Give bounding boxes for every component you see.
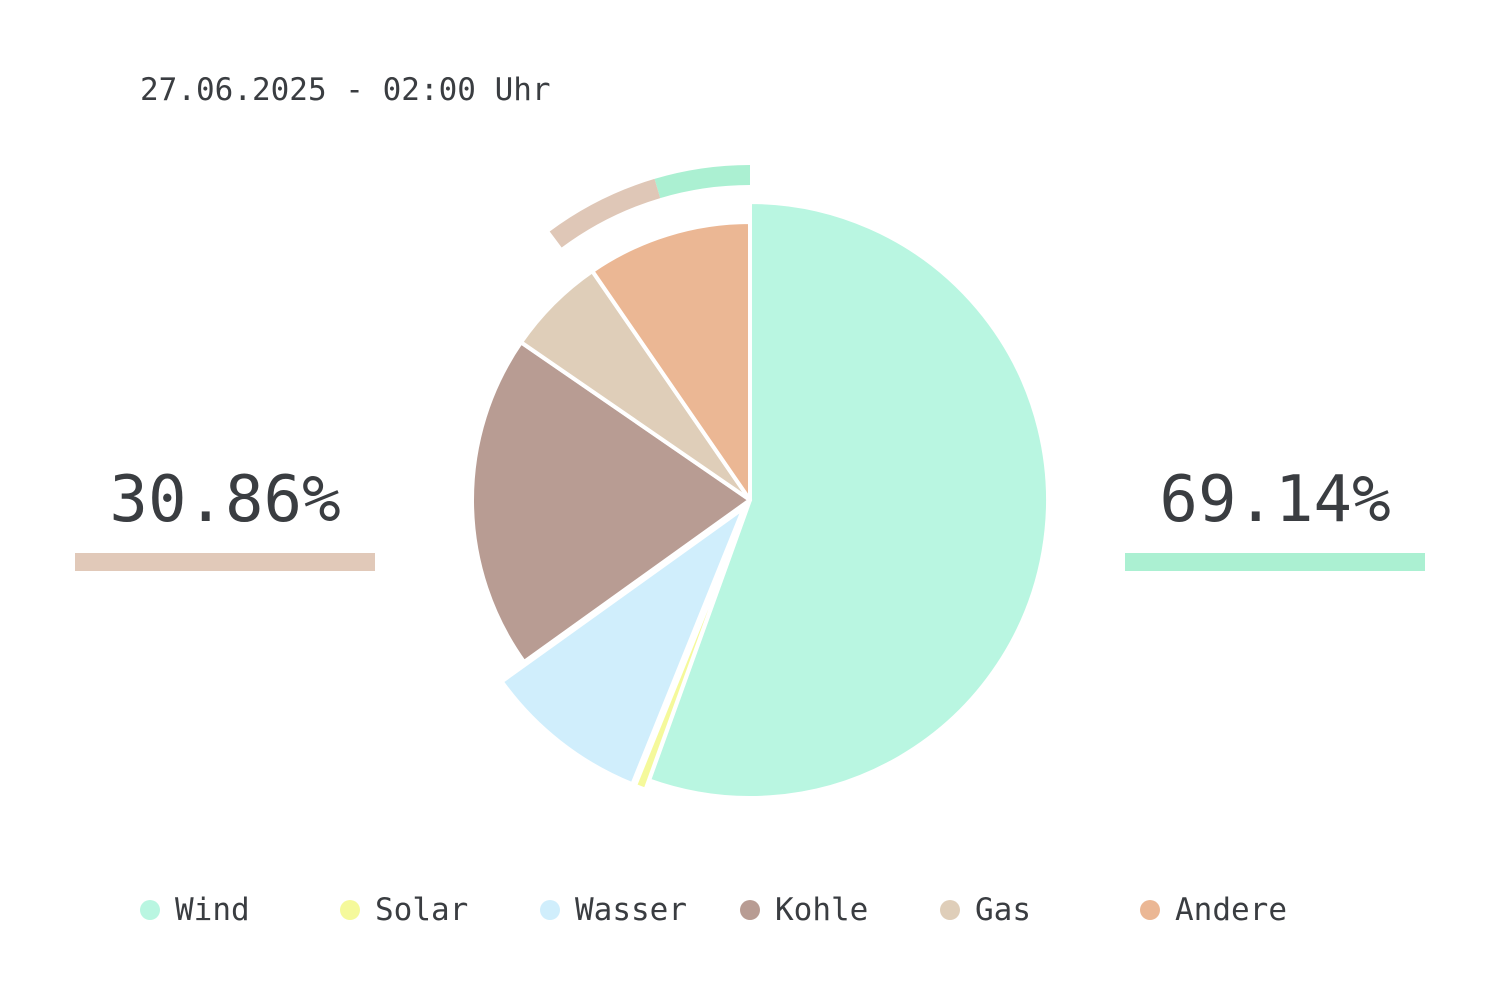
legend-label: Kohle (775, 892, 869, 928)
legend-swatch (540, 900, 560, 920)
legend-label: Wasser (575, 892, 687, 928)
legend-item-kohle: Kohle (740, 890, 868, 930)
legend-label: Wind (175, 892, 250, 928)
right-percentage: 69.14% (1159, 463, 1391, 537)
left-summary: 30.86% (75, 460, 375, 571)
legend-swatch (1140, 900, 1160, 920)
chart-legend: Wind Solar Wasser Kohle Gas Andere (0, 890, 1500, 930)
legend-item-wasser: Wasser (540, 890, 687, 930)
pie-slice-andere (590, 220, 752, 502)
pie-slice-kohle (470, 340, 752, 664)
outer-ring-segment-renewable (654, 165, 751, 199)
left-percentage-bar (75, 553, 375, 571)
right-percentage-bar (1125, 553, 1425, 571)
legend-swatch (940, 900, 960, 920)
pie-slice-solar (632, 507, 749, 792)
legend-item-wind: Wind (140, 890, 250, 930)
legend-item-gas: Gas (940, 890, 1031, 930)
chart-timestamp: 27.06.2025 - 02:00 Uhr (140, 72, 551, 108)
right-summary: 69.14% (1125, 460, 1425, 571)
legend-item-andere: Andere (1140, 890, 1287, 930)
legend-swatch (740, 900, 760, 920)
outer-ring-segment-other (549, 178, 661, 248)
legend-swatch (340, 900, 360, 920)
legend-label: Andere (1175, 892, 1287, 928)
legend-label: Solar (375, 892, 469, 928)
legend-item-solar: Solar (340, 890, 468, 930)
legend-swatch (140, 900, 160, 920)
pie-slice-wind (647, 200, 1050, 800)
legend-label: Gas (975, 892, 1031, 928)
pie-slice-wasser (499, 505, 746, 787)
left-percentage: 30.86% (109, 463, 341, 537)
